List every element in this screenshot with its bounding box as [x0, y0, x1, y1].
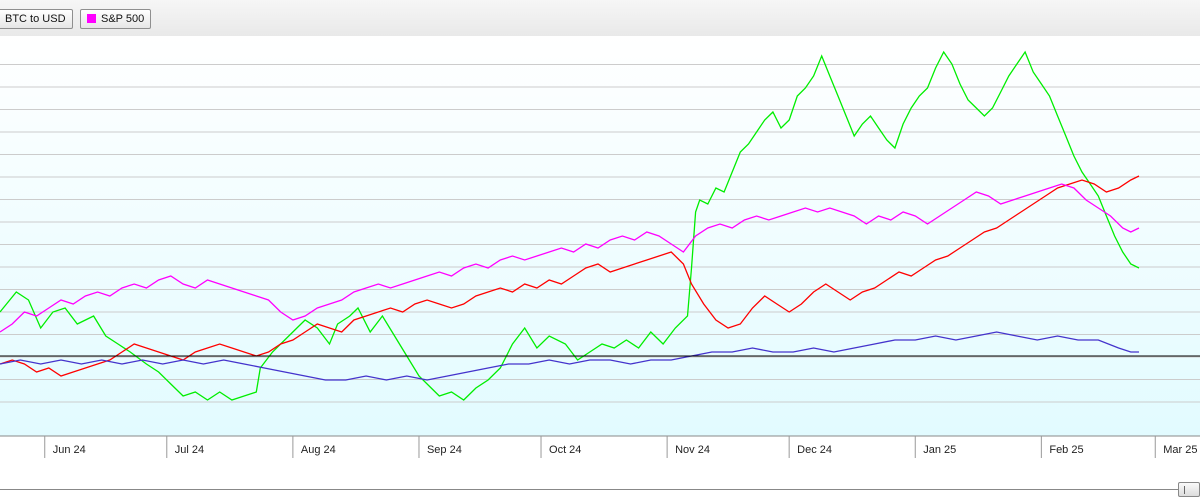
x-tick-label-9: Mar 25: [1163, 444, 1197, 456]
grid-lines: [0, 64, 1200, 403]
x-tick-label-6: Dec 24: [797, 444, 832, 456]
range-scrollbar[interactable]: [0, 482, 1200, 498]
legend-label-btc-usd: BTC to USD: [5, 13, 66, 25]
x-tick-label-1: Jul 24: [175, 444, 204, 456]
legend-toggle-sp500[interactable]: S&P 500: [80, 9, 152, 29]
legend-label-sp500: S&P 500: [101, 13, 145, 25]
scrollbar-track-line: [0, 489, 1200, 490]
series-lines: [0, 50, 1200, 401]
x-tick-label-8: Feb 25: [1049, 444, 1083, 456]
legend-swatch-sp500: [87, 14, 96, 23]
x-axis: Jun 24 Jul 24 Aug 24 Sep 24 Oct 24 Nov 24 Dec …: [0, 435, 1200, 458]
series-line-1: [0, 175, 1140, 377]
scrollbar-handle[interactable]: [1178, 482, 1200, 497]
x-tick-label-2: Aug 24: [301, 444, 336, 456]
x-tick-label-0: Jun 24: [53, 444, 86, 456]
x-tick-label-3: Sep 24: [427, 444, 462, 456]
legend-bar: BTC to USD S&P 500: [0, 0, 1200, 36]
x-tick-label-5: Nov 24: [675, 444, 710, 456]
series-line-0: [0, 50, 1140, 401]
series-line-2: [0, 183, 1140, 333]
plot-background: [0, 36, 1200, 436]
chart-area: Jun 24 Jul 24 Aug 24 Sep 24 Oct 24 Nov 24 Dec …: [0, 36, 1200, 458]
series-line-3: [0, 331, 1139, 381]
x-tick-label-4: Oct 24: [549, 444, 581, 456]
x-tick-label-7: Jan 25: [923, 444, 956, 456]
legend-toggle-btc-usd[interactable]: BTC to USD: [0, 9, 73, 29]
